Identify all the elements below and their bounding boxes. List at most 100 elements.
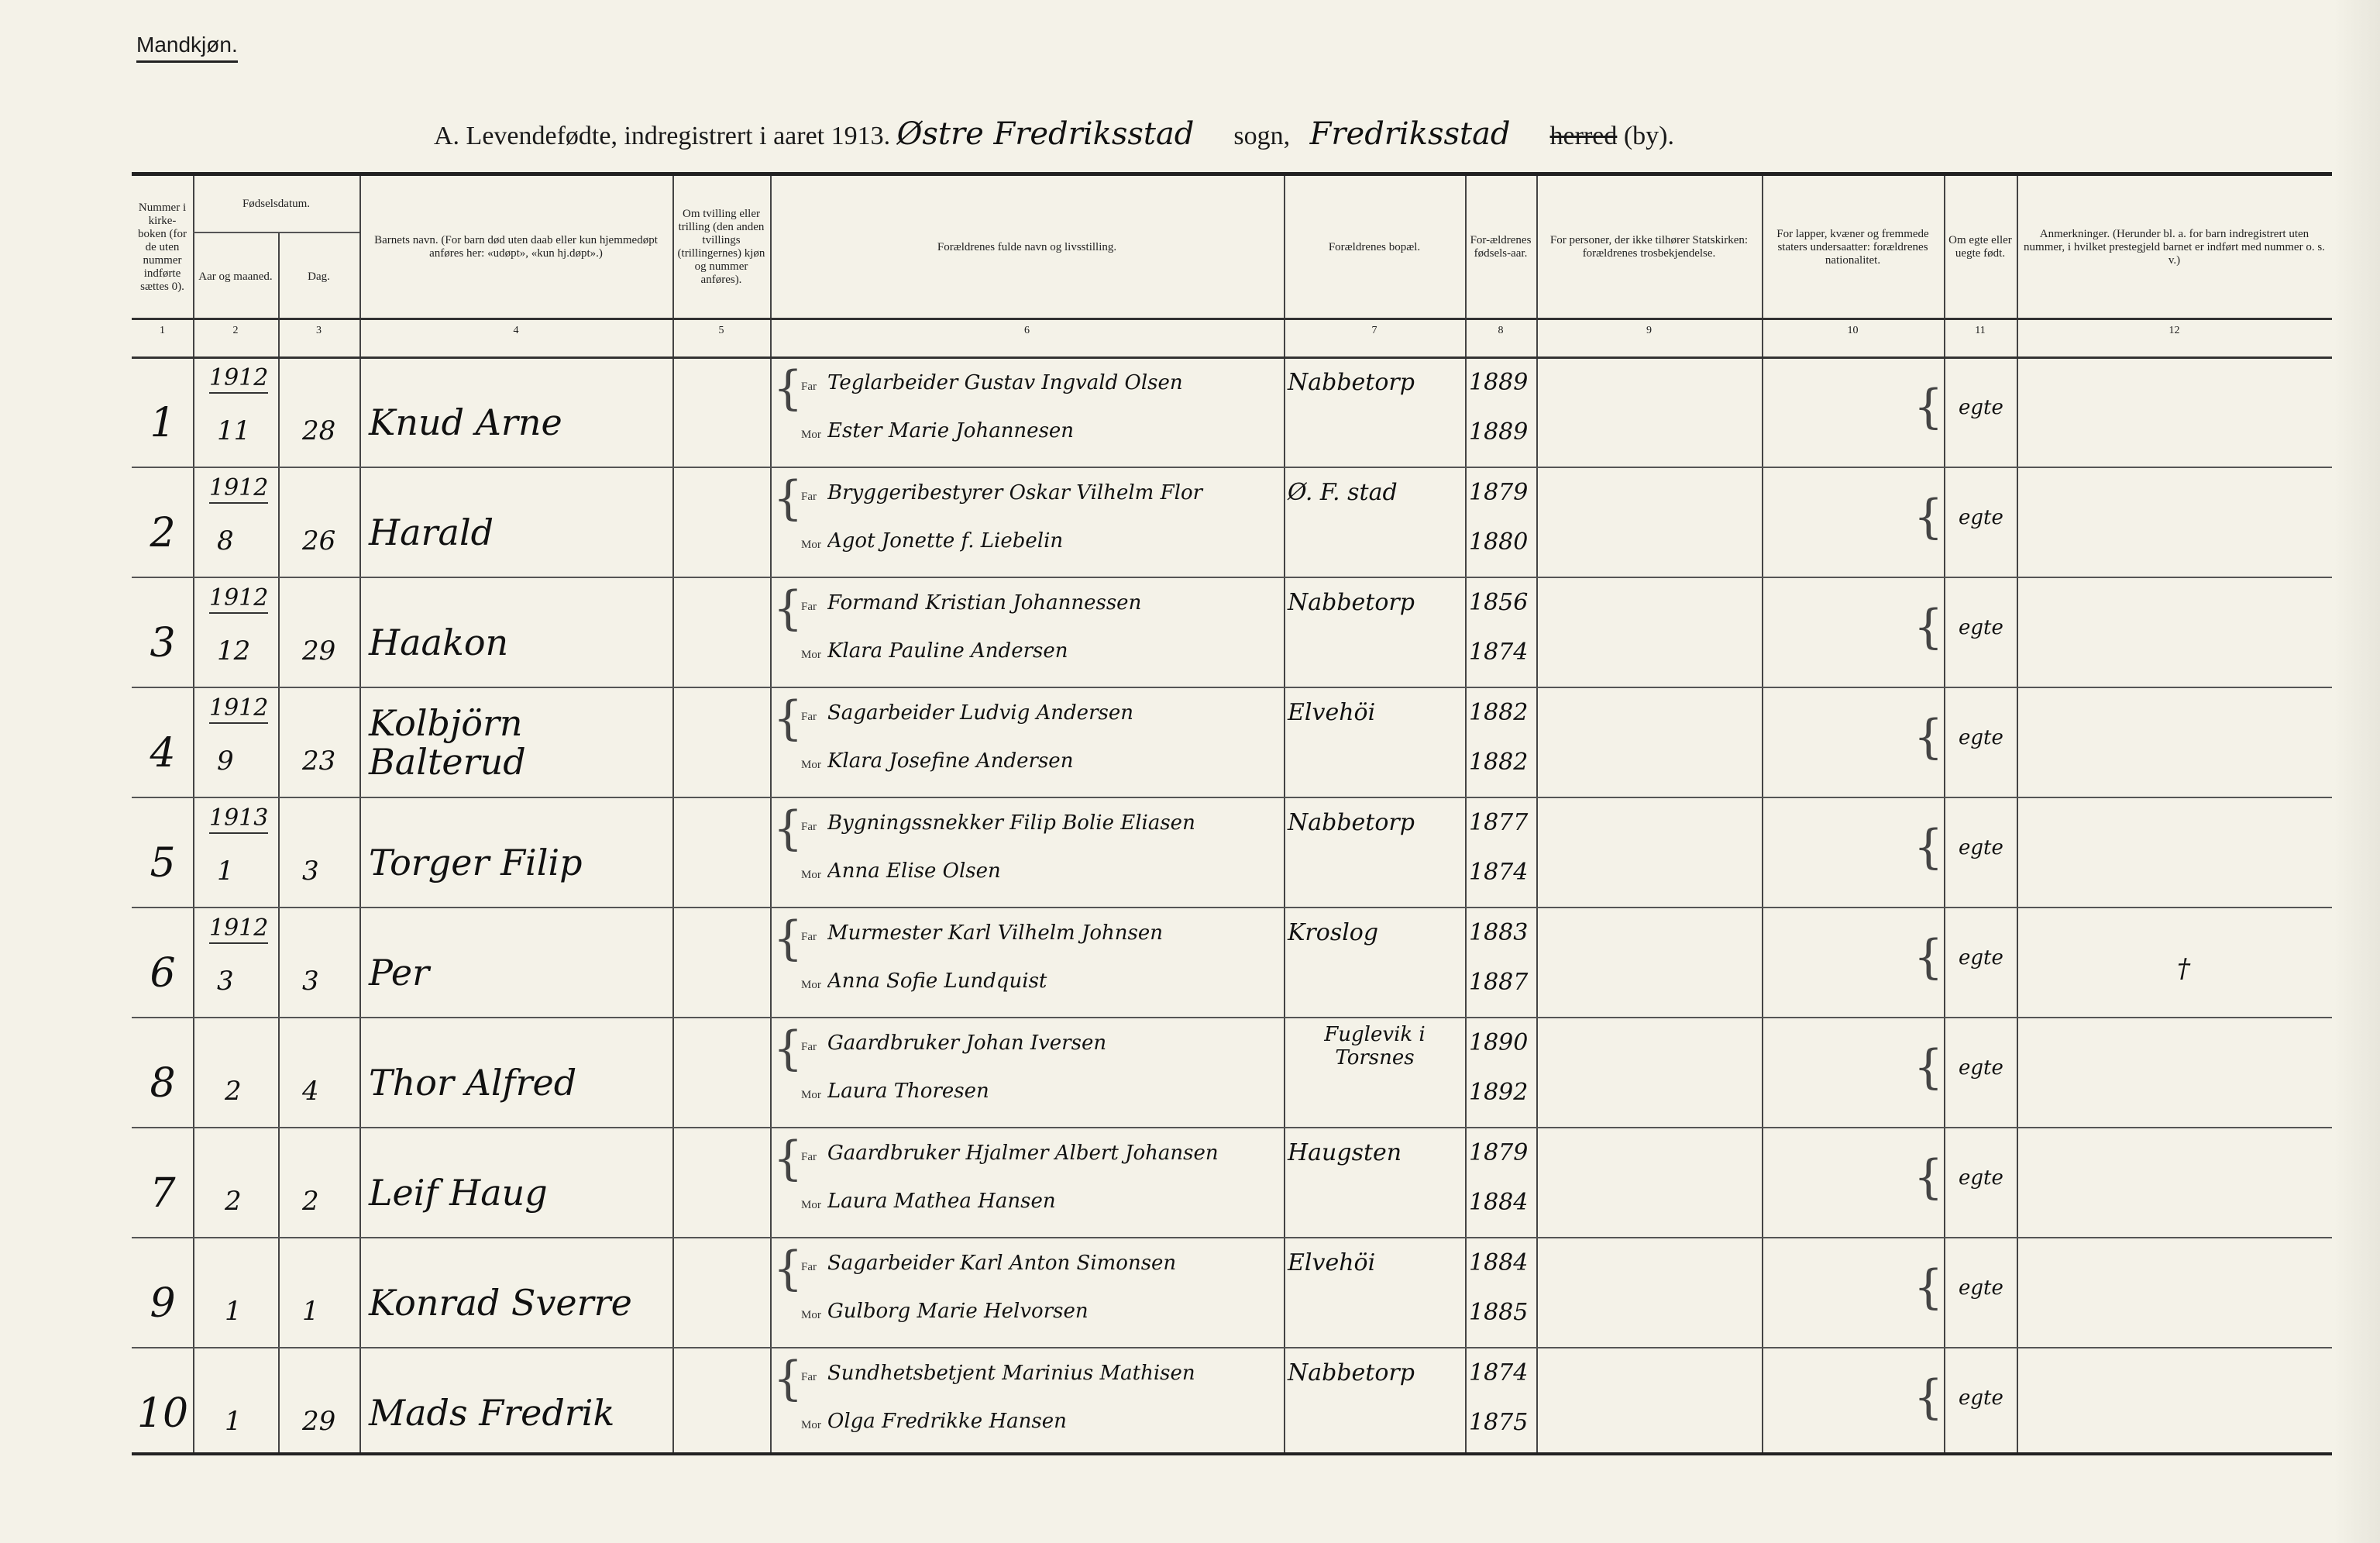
column-number: 11 (1975, 325, 1986, 336)
far-label: Far (801, 491, 817, 503)
legitimacy-brace: { (1914, 600, 1944, 654)
birth-day: 28 (302, 415, 336, 446)
mother-name: Laura Mathea Hansen (827, 1190, 1056, 1213)
legitimacy: egte (1959, 1166, 2003, 1190)
legitimacy-brace: { (1914, 820, 1944, 874)
birth-month: 1 (225, 1296, 242, 1327)
birth-month: 2 (225, 1186, 242, 1217)
father-birth-year: 1874 (1469, 1359, 1529, 1386)
far-label: Far (801, 1371, 817, 1383)
district-handwritten: Fredriksstad (1309, 116, 1511, 152)
sogn-label: sogn, (1233, 122, 1291, 150)
birth-day: 3 (302, 856, 319, 887)
column-divider (1762, 176, 1763, 1452)
entry-number: 5 (150, 840, 176, 887)
column-number: 5 (718, 325, 724, 336)
legitimacy-brace: { (1914, 1370, 1944, 1424)
column-divider (1536, 176, 1538, 1452)
column-header: Barnets navn. (For barn død uten daab el… (374, 234, 658, 260)
column-divider (1944, 176, 1945, 1452)
birth-day: 2 (302, 1186, 319, 1217)
column-header: For personer, der ikke tilhører Statskir… (1549, 234, 1749, 260)
legitimacy: egte (1959, 396, 2003, 419)
mother-name: Anna Sofie Lundquist (827, 970, 1047, 993)
father-name: Teglarbeider Gustav Ingvald Olsen (827, 371, 1183, 394)
row-divider (132, 1017, 2332, 1018)
colnum-divider (132, 356, 2332, 359)
mother-name: Anna Elise Olsen (827, 859, 1001, 883)
row-divider (132, 1237, 2332, 1238)
entry-number: 2 (150, 510, 176, 556)
row-divider (132, 1127, 2332, 1128)
header-divider (132, 318, 2332, 320)
row-divider (132, 907, 2332, 908)
legitimacy-brace: { (1914, 930, 1944, 984)
far-label: Far (801, 931, 817, 943)
birth-month: 12 (217, 635, 251, 666)
column-divider (278, 232, 280, 1452)
title-prefix: A. Levendefødte, indregistrert i aaret 1… (434, 122, 891, 150)
by-label: (by). (1623, 122, 1675, 150)
mother-birth-year: 1875 (1469, 1409, 1529, 1436)
birth-day: 1 (302, 1296, 319, 1327)
legitimacy: egte (1959, 1386, 2003, 1410)
father-name: Formand Kristian Johannessen (827, 591, 1142, 615)
residence: Nabbetorp (1288, 1359, 1415, 1386)
legitimacy-brace: { (1914, 380, 1944, 434)
mother-birth-year: 1874 (1469, 639, 1529, 666)
mor-label: Mor (801, 429, 821, 441)
birth-month: 1 (217, 856, 234, 887)
mor-label: Mor (801, 759, 821, 771)
mor-label: Mor (801, 649, 821, 661)
mother-name: Klara Pauline Andersen (827, 639, 1068, 663)
column-number: 9 (1646, 325, 1652, 336)
residence: Nabbetorp (1288, 369, 1415, 396)
child-name: Torger Filip (369, 842, 583, 883)
remark: † (2177, 953, 2190, 984)
father-birth-year: 1882 (1469, 699, 1529, 726)
row-divider (132, 577, 2332, 578)
mother-name: Ester Marie Johannesen (827, 419, 1075, 443)
legitimacy: egte (1959, 616, 2003, 639)
residence: Elvehöi (1288, 1249, 1376, 1276)
father-name: Sundhetsbetjent Marinius Mathisen (827, 1362, 1195, 1385)
column-header: Om tvilling eller trilling (den anden tv… (677, 208, 765, 286)
far-label: Far (801, 601, 817, 613)
birth-day: 3 (302, 966, 319, 997)
mother-birth-year: 1882 (1469, 749, 1529, 776)
far-label: Far (801, 821, 817, 833)
mother-name: Olga Fredrikke Hansen (827, 1410, 1067, 1433)
fodselsdatum-header: Fødselsdatum. (242, 197, 311, 210)
birth-month: 11 (217, 415, 251, 446)
entry-number: 8 (150, 1060, 176, 1107)
legitimacy: egte (1959, 946, 2003, 970)
column-number: 4 (513, 325, 519, 336)
mor-label: Mor (801, 1309, 821, 1321)
column-header: Dag. (308, 270, 330, 283)
mother-birth-year: 1885 (1469, 1299, 1529, 1326)
entry-number: 9 (150, 1280, 176, 1327)
parents-brace: { (773, 361, 803, 415)
father-name: Gaardbruker Hjalmer Albert Johansen (827, 1142, 1219, 1165)
column-header: Anmerkninger. (Herunder bl. a. for barn … (2024, 227, 2325, 267)
birth-day: 29 (302, 1406, 336, 1437)
child-name: Knud Arne (369, 401, 562, 443)
entry-number: 10 (136, 1390, 189, 1437)
far-label: Far (801, 1151, 817, 1163)
legitimacy: egte (1959, 726, 2003, 749)
mother-name: Laura Thoresen (827, 1080, 989, 1103)
mother-birth-year: 1889 (1469, 418, 1529, 446)
parents-brace: { (773, 801, 803, 856)
column-number: 3 (316, 325, 322, 336)
birth-month: 8 (217, 525, 234, 556)
far-label: Far (801, 1261, 817, 1273)
child-name: Leif Haug (369, 1172, 548, 1214)
column-header: Forældrenes fulde navn og livsstilling. (937, 240, 1117, 253)
father-birth-year: 1877 (1469, 809, 1529, 836)
child-name: Harald (369, 511, 494, 553)
far-label: Far (801, 1041, 817, 1053)
column-header: Nummer i kirke-boken (for de uten nummer… (138, 201, 187, 293)
far-label: Far (801, 711, 817, 723)
parents-brace: { (773, 471, 803, 525)
row-divider (132, 1347, 2332, 1348)
